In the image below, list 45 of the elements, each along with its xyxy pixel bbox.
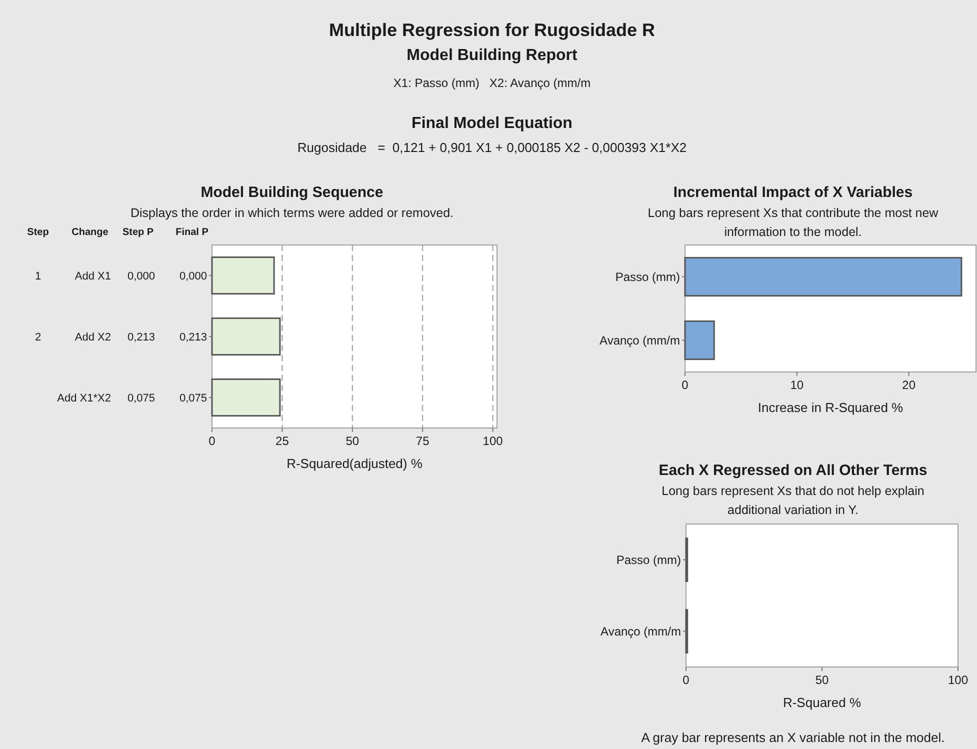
text: Add X1 — [74, 270, 111, 282]
x-axis-title: Increase in R-Squared % — [758, 400, 904, 415]
y-tick-label: 0,000 — [179, 270, 207, 282]
chart-title: Each X Regressed on All Other Terms — [658, 462, 928, 479]
x-tick-label: 75 — [416, 434, 430, 448]
text: Final Model Equation — [412, 115, 572, 132]
text: Multiple Regression for Rugosidade R — [328, 20, 656, 40]
y-tick-label: Passo (mm) — [615, 270, 680, 284]
x-tick-label: 20 — [902, 378, 916, 392]
y-tick-label: 0,213 — [179, 332, 207, 344]
y-tick-label: Avanço (mm/m — [600, 333, 680, 348]
text: X1: Passo (mm) X2: Avanço (mm/m — [393, 76, 591, 90]
x-axis-title: R-Squared(adjusted) % — [286, 456, 423, 471]
chart-title: Incremental Impact of X Variables — [673, 184, 913, 201]
text: 2 — [34, 332, 42, 344]
text: Rugosidade = 0,121 + 0,901 X1 + 0,000185 X2 - 0,000393 X1*X2 — [297, 140, 687, 155]
y-tick-label: Avanço (mm/m — [600, 624, 681, 638]
x-tick-label: 50 — [346, 434, 360, 448]
text: Add X1*X2 — [57, 392, 111, 404]
chart-subtitle: Long bars represent Xs that do not help explain additional variation in Y. — [662, 484, 924, 517]
y-tick-label: 0,075 — [179, 392, 207, 404]
x-tick-label: 10 — [790, 378, 804, 392]
text: 0,000 — [127, 270, 155, 282]
text: Final P — [176, 227, 209, 238]
x-tick-label: 50 — [815, 673, 829, 687]
text: Model Building Report — [406, 47, 578, 64]
x-tick-label: 0 — [682, 673, 690, 687]
text: A gray bar represents an X variable not in the model. — [641, 730, 945, 745]
x-tick-label: 0 — [208, 434, 216, 448]
text: 0,213 — [127, 332, 155, 344]
text: Add X2 — [74, 332, 111, 344]
x-tick-label: 100 — [482, 434, 504, 448]
x-axis-title: R-Squared % — [782, 695, 862, 710]
text: 1 — [34, 270, 42, 282]
text: Step — [27, 227, 49, 238]
x-tick-label: 0 — [682, 378, 689, 392]
chart-subtitle: Long bars represent Xs that contribute the most new information to the model. — [648, 206, 940, 239]
x-tick-label: 100 — [948, 673, 968, 687]
chart-title: Model Building Sequence — [200, 184, 384, 201]
x-tick-label: 25 — [276, 434, 290, 448]
text: Step P — [122, 227, 154, 238]
chart-subtitle: Displays the order in which terms were added or removed. — [130, 206, 454, 220]
text: 0,075 — [127, 392, 155, 404]
y-tick-label: Passo (mm) — [616, 552, 681, 567]
text: Change — [72, 227, 109, 238]
